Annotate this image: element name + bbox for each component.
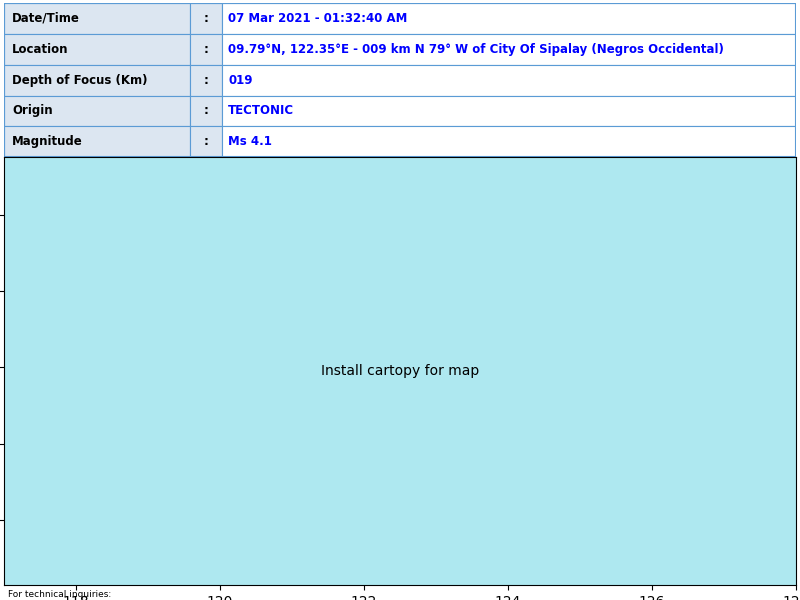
Text: Magnitude: Magnitude <box>12 136 82 148</box>
Text: For technical inquiries:: For technical inquiries: <box>8 590 111 599</box>
FancyBboxPatch shape <box>190 34 222 65</box>
FancyBboxPatch shape <box>190 127 222 157</box>
FancyBboxPatch shape <box>190 3 222 34</box>
FancyBboxPatch shape <box>222 3 796 34</box>
Text: TECTONIC: TECTONIC <box>228 104 294 118</box>
Text: 09.79°N, 122.35°E - 009 km N 79° W of City Of Sipalay (Negros Occidental): 09.79°N, 122.35°E - 009 km N 79° W of Ci… <box>228 43 724 56</box>
FancyBboxPatch shape <box>4 65 190 95</box>
Text: Location: Location <box>12 43 69 56</box>
Text: 019: 019 <box>228 74 253 86</box>
FancyBboxPatch shape <box>4 34 190 65</box>
Text: Install cartopy for map: Install cartopy for map <box>321 364 479 378</box>
Text: :: : <box>203 136 208 148</box>
Text: :: : <box>203 43 208 56</box>
Text: Depth of Focus (Km): Depth of Focus (Km) <box>12 74 147 86</box>
FancyBboxPatch shape <box>4 127 190 157</box>
FancyBboxPatch shape <box>190 65 222 95</box>
FancyBboxPatch shape <box>190 95 222 127</box>
FancyBboxPatch shape <box>222 127 796 157</box>
FancyBboxPatch shape <box>4 95 190 127</box>
FancyBboxPatch shape <box>222 95 796 127</box>
FancyBboxPatch shape <box>222 65 796 95</box>
FancyBboxPatch shape <box>4 3 190 34</box>
Text: :: : <box>203 12 208 25</box>
FancyBboxPatch shape <box>222 34 796 65</box>
Text: Date/Time: Date/Time <box>12 12 80 25</box>
Text: Origin: Origin <box>12 104 53 118</box>
Text: Ms 4.1: Ms 4.1 <box>228 136 272 148</box>
Text: :: : <box>203 74 208 86</box>
Text: 07 Mar 2021 - 01:32:40 AM: 07 Mar 2021 - 01:32:40 AM <box>228 12 407 25</box>
Text: :: : <box>203 104 208 118</box>
